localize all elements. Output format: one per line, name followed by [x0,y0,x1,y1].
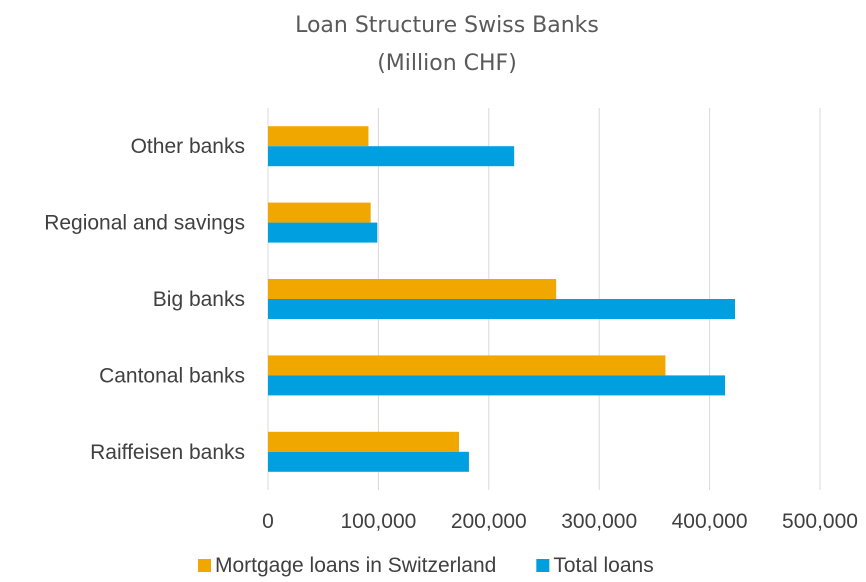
bar-mortgage [268,202,371,223]
bar-mortgage [268,279,557,299]
x-tick-label: 300,000 [561,510,637,533]
bar-total [268,299,735,319]
bar-total [268,451,469,472]
bars [268,126,735,472]
category-label: Other banks [131,135,245,158]
bar-total [268,222,378,243]
category-label: Big banks [153,288,245,311]
category-label: Raiffeisen banks [90,441,245,464]
x-tick-labels: 0 100,000 200,000 300,000 400,000 500,000 [262,510,858,533]
category-labels: Raiffeisen banks Cantonal banks Big banks R… [44,135,245,464]
bar-mortgage [268,126,369,147]
legend-label: Mortgage loans in Switzerland [215,554,496,577]
category-label: Cantonal banks [99,364,245,387]
x-tick-label: 0 [262,510,274,533]
x-tick-label: 100,000 [340,510,416,533]
bar-mortgage [268,355,666,376]
x-tick-label: 400,000 [672,510,748,533]
category-label: Regional and savings [44,212,245,235]
legend-swatch [198,559,211,572]
legend: Mortgage loans in Switzerland Total loans [198,554,654,577]
chart-subtitle: (Million CHF) [377,51,517,76]
chart-title: Loan Structure Swiss Banks [295,13,599,38]
legend-label: Total loans [553,554,653,577]
x-tick-label: 500,000 [782,510,858,533]
bar-total [268,146,515,167]
bar-mortgage [268,431,459,452]
x-tick-label: 200,000 [451,510,527,533]
legend-swatch [536,559,550,572]
bar-total [268,375,726,396]
